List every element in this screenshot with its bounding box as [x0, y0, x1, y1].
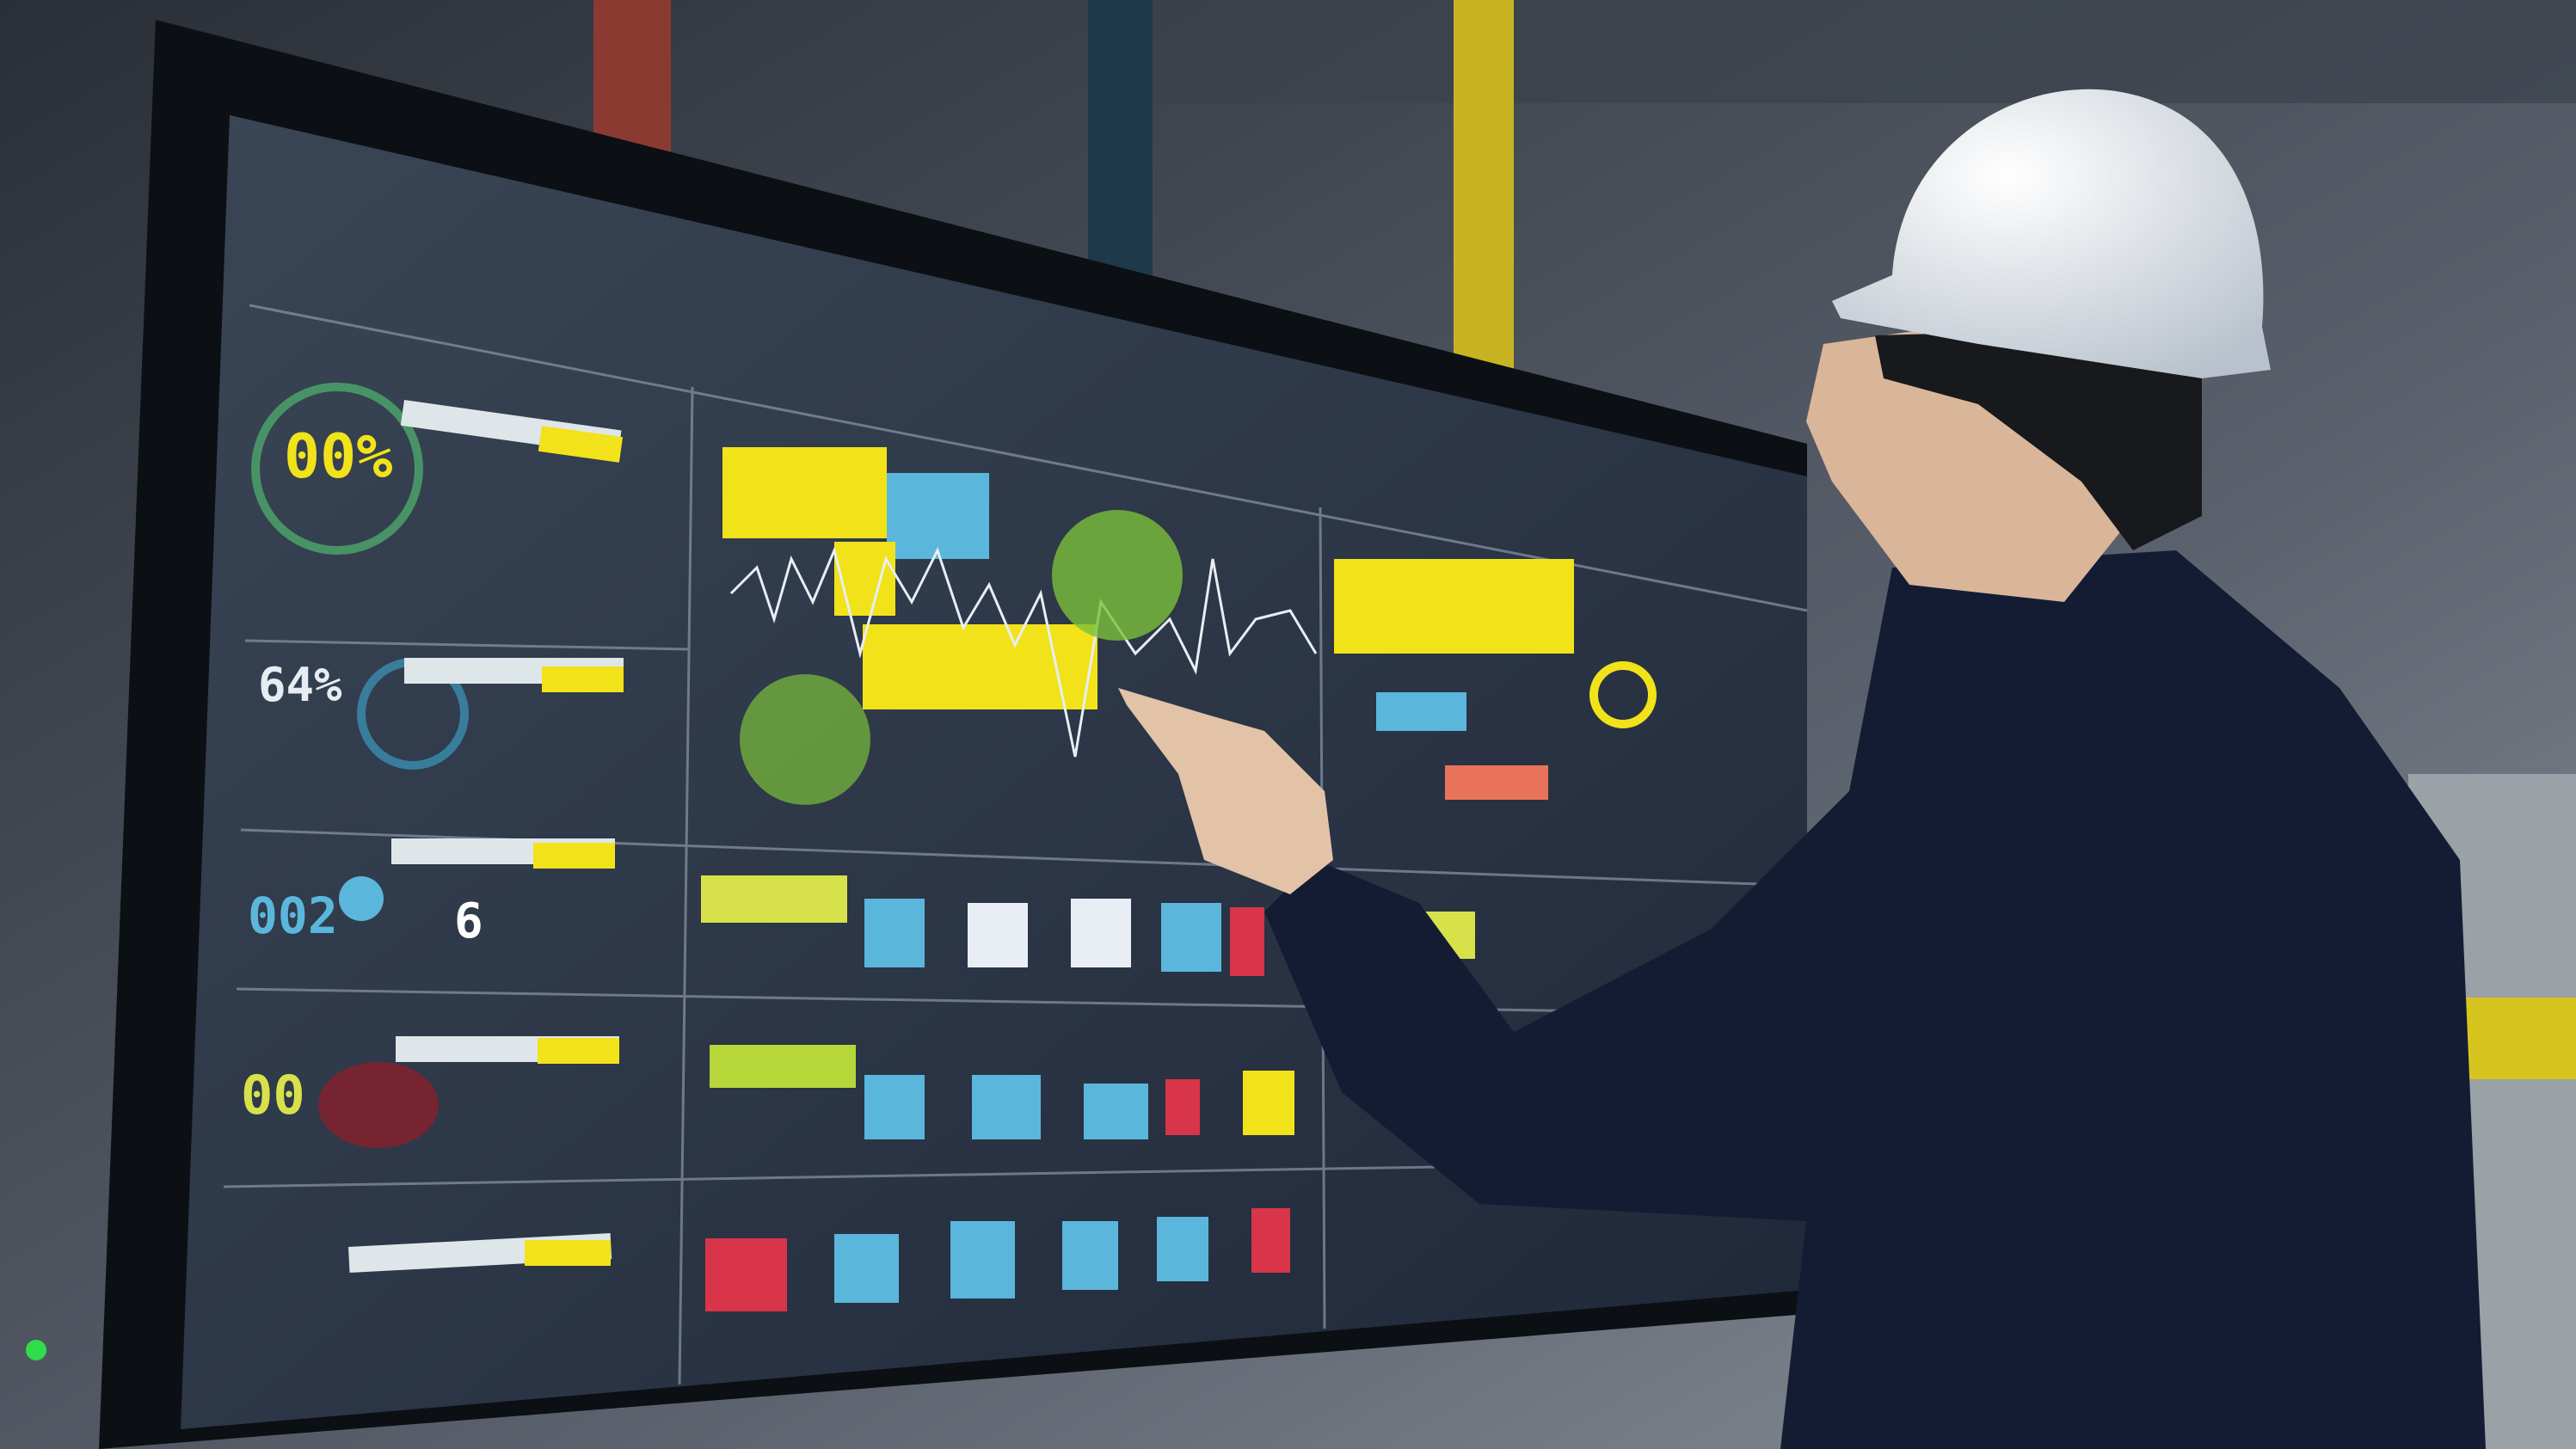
bar-row-2 [710, 1045, 1294, 1139]
gauge-value-3: 002 [248, 887, 338, 945]
gauge-value-1: 00% [284, 421, 392, 492]
chart-highlight-yellow-2 [834, 542, 895, 616]
worker-hand [1118, 688, 1333, 894]
waveform-line [729, 546, 1318, 758]
worker-hair [1875, 327, 2202, 550]
dark-column [1088, 0, 1153, 275]
green-sensor-blob-1 [1052, 510, 1183, 641]
yellow-column [1454, 0, 1514, 370]
chart-highlight-cyan [887, 473, 989, 559]
bar-row-3 [705, 1208, 1290, 1311]
hard-hat [1832, 89, 2271, 379]
gauge-red-dial [318, 1062, 439, 1148]
ceiling-beam [1118, 0, 2576, 103]
red-pipe [593, 0, 671, 155]
right-highlight-orange [1445, 765, 1548, 800]
gauge-value-5: 00 [241, 1064, 305, 1127]
label-bars-left [348, 399, 624, 1273]
indicator-dot-cyan [339, 876, 384, 921]
yellow-ring-indicator [1589, 661, 1657, 728]
gauge-value-4: 6 [454, 893, 483, 949]
chart-highlight-yellow [722, 447, 887, 538]
gauge-ring-green [251, 383, 423, 555]
green-sensor-blob-2 [740, 674, 870, 805]
right-highlight-yellow [1334, 559, 1574, 654]
chart-highlight-yellow-3 [863, 624, 1097, 709]
worker-body [1264, 550, 2486, 1449]
gauge-value-2: 64% [258, 658, 342, 712]
right-highlight-cyan [1376, 692, 1466, 731]
status-led-green [26, 1340, 46, 1360]
